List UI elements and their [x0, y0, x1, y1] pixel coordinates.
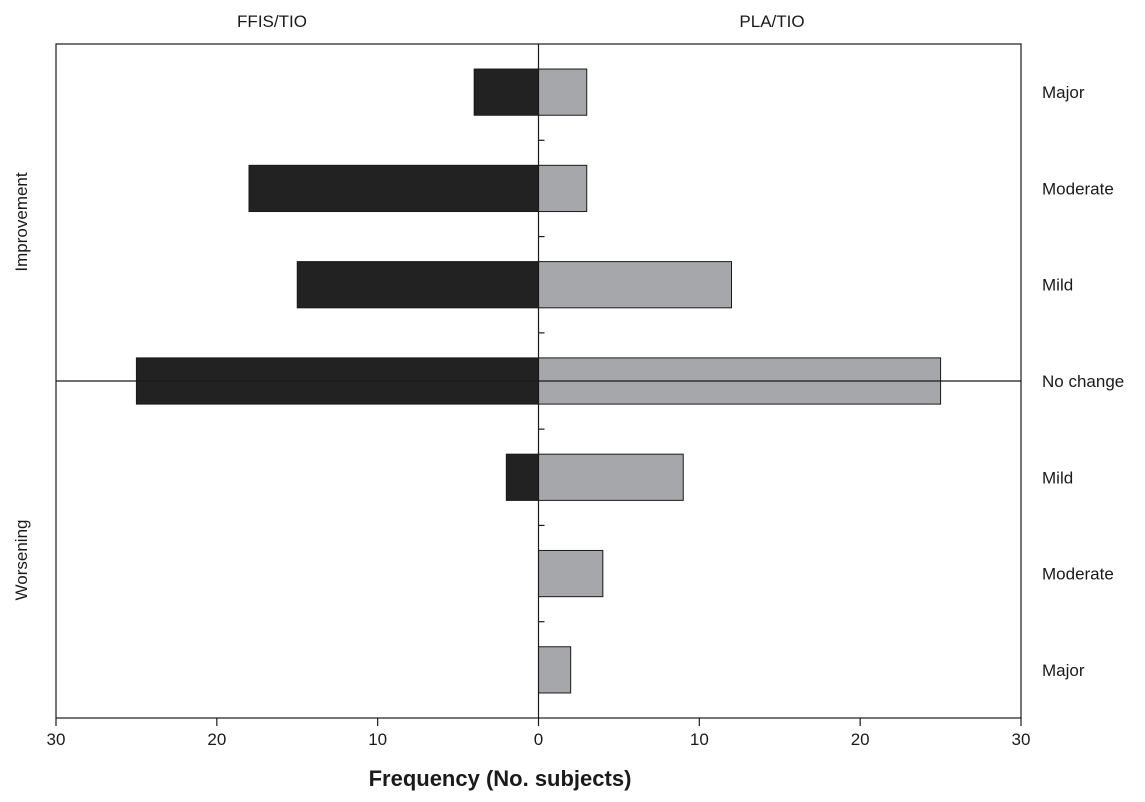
group-label-worsening: Worsening: [12, 520, 31, 601]
x-axis-title: Frequency (No. subjects): [369, 766, 632, 791]
x-tick-label-4: 10: [690, 730, 709, 749]
series-header-ffis-tio: FFIS/TIO: [237, 12, 307, 31]
bar-pla-tio-major-0: [538, 68, 588, 116]
category-label-mild-2: Mild: [1042, 276, 1073, 295]
labels-layer: 30 20 10 0 10 20 30 Major Moderate Mild No change M…: [47, 83, 1125, 749]
category-label-moderate-5: Moderate: [1042, 565, 1114, 584]
group-label-improvement: Improvement: [12, 172, 31, 271]
category-label-no-change-3: No change: [1042, 372, 1124, 391]
x-tick-label-1: 20: [207, 730, 226, 749]
axes-layer: [55, 43, 1022, 726]
x-tick-label-5: 20: [851, 730, 870, 749]
x-tick-label-0: 30: [47, 730, 66, 749]
category-label-major-6: Major: [1042, 661, 1085, 680]
category-label-mild-4: Mild: [1042, 468, 1073, 487]
bar-ffis-tio-mild-4: [505, 453, 540, 501]
bar-ffis-tio-major-0: [473, 68, 539, 116]
bar-pla-tio-mild-2: [538, 261, 732, 309]
bar-ffis-tio-moderate-1: [248, 164, 539, 213]
x-tick-label-2: 10: [368, 730, 387, 749]
bar-ffis-tio-mild-2: [296, 261, 539, 309]
bar-pla-tio-moderate-1: [538, 164, 588, 213]
x-tick-label-6: 30: [1012, 730, 1031, 749]
series-header-pla-tio: PLA/TIO: [739, 12, 804, 31]
bar-pla-tio-mild-4: [538, 453, 684, 501]
category-label-major-0: Major: [1042, 83, 1085, 102]
bar-pla-tio-moderate-5: [538, 549, 604, 598]
x-tick-label-3: 0: [534, 730, 543, 749]
category-label-moderate-1: Moderate: [1042, 179, 1114, 198]
bar-pla-tio-major-6: [538, 646, 572, 694]
